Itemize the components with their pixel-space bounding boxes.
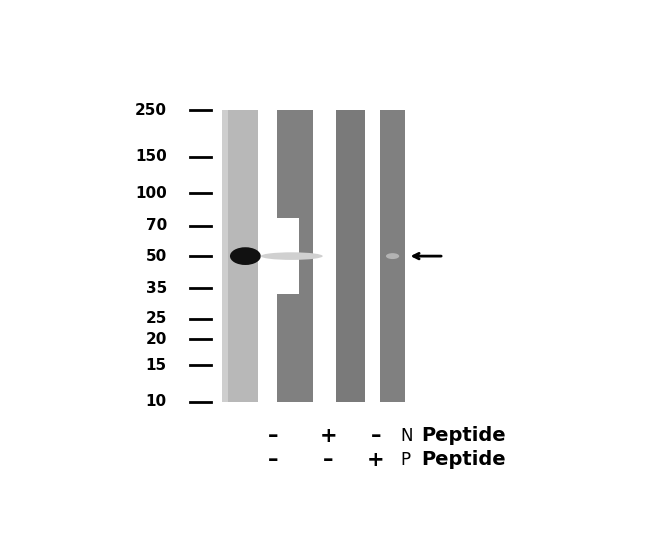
Ellipse shape: [261, 253, 323, 260]
Text: 150: 150: [135, 149, 167, 164]
Text: –: –: [323, 450, 333, 470]
Text: N: N: [401, 427, 419, 445]
Bar: [222, 110, 228, 402]
Text: +: +: [319, 426, 337, 446]
Text: 250: 250: [135, 103, 167, 118]
Bar: [222, 110, 258, 402]
Bar: [277, 110, 313, 402]
Text: 25: 25: [146, 311, 167, 327]
Text: 15: 15: [146, 358, 167, 373]
Ellipse shape: [230, 247, 261, 265]
Text: 70: 70: [146, 218, 167, 233]
Bar: [380, 110, 405, 402]
Text: 10: 10: [146, 394, 167, 410]
Ellipse shape: [386, 253, 399, 259]
Text: 100: 100: [135, 186, 167, 201]
Text: 50: 50: [146, 249, 167, 264]
Text: P: P: [401, 451, 417, 469]
Text: +: +: [367, 450, 385, 470]
Text: 35: 35: [146, 281, 167, 296]
Bar: [258, 218, 299, 294]
Text: Peptide: Peptide: [421, 426, 506, 445]
Text: 20: 20: [146, 332, 167, 346]
Text: Peptide: Peptide: [421, 450, 506, 469]
Bar: [336, 110, 365, 402]
Text: –: –: [267, 426, 278, 446]
Text: –: –: [370, 426, 381, 446]
Text: –: –: [267, 450, 278, 470]
